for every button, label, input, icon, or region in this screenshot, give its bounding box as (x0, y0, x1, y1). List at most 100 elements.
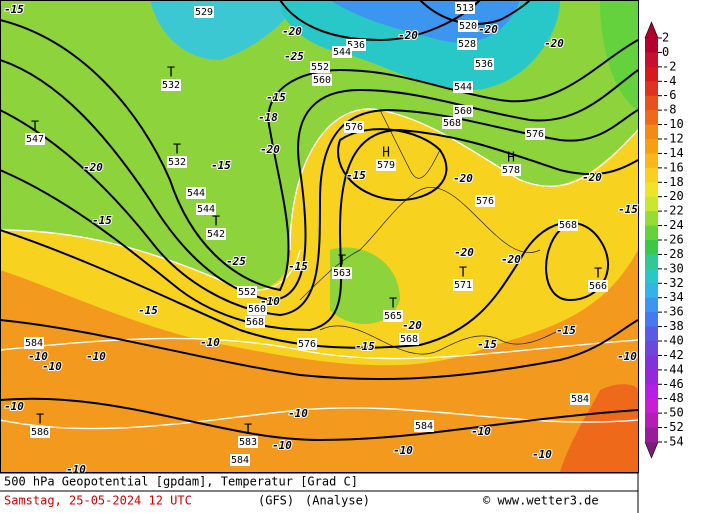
height-label: 576 (345, 122, 363, 133)
height-label: 520 (459, 21, 477, 32)
temperature-label: -20 (501, 253, 521, 266)
height-label: 552 (311, 62, 329, 73)
temperature-label: -20 (582, 171, 602, 184)
height-label: 544 (333, 47, 351, 58)
temperature-label: -15 (4, 3, 24, 16)
center-value-box (25, 133, 45, 145)
legend-swatch (645, 413, 658, 429)
temperature-label: -20 (83, 161, 103, 174)
legend-swatch (645, 52, 658, 68)
center-value: 578 (502, 165, 520, 176)
legend-label: -26 (662, 233, 684, 247)
height-label-box (247, 303, 267, 315)
center-value-box (588, 280, 608, 292)
temperature-label: -15 (138, 304, 158, 317)
temperature-label: -10 (28, 350, 48, 363)
temperature-label: -15 (618, 203, 638, 216)
legend-swatch (645, 369, 658, 385)
height-label: 536 (475, 59, 493, 70)
center-value-box (161, 79, 181, 91)
legend-label: 2 (662, 31, 669, 45)
height-label: 544 (454, 82, 472, 93)
legend-label: -38 (662, 319, 684, 333)
temperature-label: -15 (92, 214, 112, 227)
legend-label: -2 (662, 59, 676, 73)
height-label: 568 (443, 118, 461, 129)
legend-swatch (645, 384, 658, 400)
legend-label: -28 (662, 247, 684, 261)
height-label-box (453, 105, 473, 117)
footer: 500 hPa Geopotential [gpdam], Temperatur… (0, 472, 639, 513)
center-symbol: T (459, 266, 467, 281)
geopotential-contours (0, 0, 639, 442)
temperature-label: -10 (393, 444, 413, 457)
legend-swatch (645, 110, 658, 126)
center-symbol: H (382, 146, 390, 161)
legend-swatch (645, 225, 658, 241)
temperature-label: -15 (556, 324, 576, 337)
height-label-box (194, 6, 214, 18)
legend-swatch (645, 355, 658, 371)
legend-label: -22 (662, 204, 684, 218)
legend-swatch (645, 312, 658, 328)
legend-swatch (645, 167, 658, 183)
height-label: 560 (248, 304, 266, 315)
legend-label: -36 (662, 305, 684, 319)
legend-swatch (645, 95, 658, 111)
legend-swatch (645, 124, 658, 140)
center-value-box (332, 267, 352, 279)
height-label-box (414, 420, 434, 432)
height-label-box (570, 393, 590, 405)
temperature-label: -10 (532, 448, 552, 461)
legend-swatch (645, 398, 658, 414)
height-label: 584 (571, 394, 589, 405)
temperature-label: -10 (617, 350, 637, 363)
temperature-label: -20 (260, 143, 280, 156)
center-symbol: T (389, 297, 397, 312)
legend-label: -46 (662, 377, 684, 391)
temperature-label: -15 (211, 159, 231, 172)
height-label: 576 (298, 339, 316, 350)
legend-label: -18 (662, 175, 684, 189)
temperature-label: -20 (544, 37, 564, 50)
center-value-box (238, 436, 258, 448)
center-value: 563 (333, 268, 351, 279)
legend-swatch (645, 268, 658, 284)
center-value-box (167, 156, 187, 168)
temperature-label: -25 (284, 50, 304, 63)
date: Samstag, 25-05-2024 12 UTC (4, 494, 192, 508)
center-value: 532 (168, 157, 186, 168)
height-label-box (442, 117, 462, 129)
height-label: 536 (347, 40, 365, 51)
temperature-label: -20 (398, 29, 418, 42)
copyright: © www.wetter3.de (483, 494, 599, 508)
height-label-box (196, 203, 216, 215)
legend-label: -24 (662, 218, 684, 232)
center-value: 583 (239, 437, 257, 448)
legend-label: -14 (662, 146, 684, 160)
center-symbol: T (31, 120, 39, 135)
temperature-label: -10 (86, 350, 106, 363)
center-symbol: T (167, 66, 175, 81)
center-symbol: T (173, 143, 181, 158)
legend-swatch (645, 139, 658, 154)
center-symbol: H (507, 151, 515, 166)
temperature-label: -10 (4, 400, 24, 413)
height-label-box (475, 195, 495, 207)
temperature-label: -15 (355, 340, 375, 353)
temperature-label: -18 (258, 111, 278, 124)
legend-label: -40 (662, 334, 684, 348)
height-label-box (558, 219, 578, 231)
center-symbol: T (244, 423, 252, 438)
height-label: 584 (25, 338, 43, 349)
center-value: 547 (26, 134, 44, 145)
center-value-box (453, 279, 473, 291)
height-label-box (457, 38, 477, 50)
center-value: 586 (31, 427, 49, 438)
height-label: 584 (415, 421, 433, 432)
legend-label: -48 (662, 391, 684, 405)
legend-swatch (645, 427, 658, 443)
center-value: 565 (384, 311, 402, 322)
height-label: 568 (246, 317, 264, 328)
legend-label: -10 (662, 117, 684, 131)
